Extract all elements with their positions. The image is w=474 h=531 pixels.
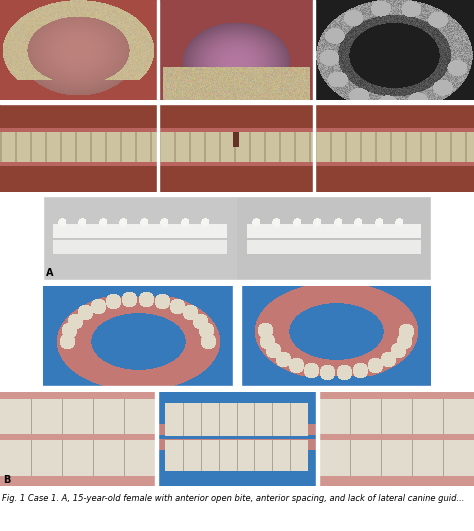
Bar [431,194,474,282]
Bar [313,0,315,100]
Bar [157,102,159,192]
Text: A: A [46,268,54,278]
Bar [0,102,474,104]
Bar [155,390,158,488]
Bar [0,390,474,488]
Bar [0,386,474,388]
Bar [316,390,319,488]
Text: Fig. 1 Case 1. A, 15-year-old female with anterior open bite, anterior spacing, : Fig. 1 Case 1. A, 15-year-old female wit… [2,494,465,503]
Text: B: B [3,475,10,485]
Bar [0,194,43,282]
Bar [157,0,159,100]
Bar [0,194,474,196]
Bar [0,284,474,388]
Bar [233,284,241,388]
Bar [313,102,315,192]
Bar [0,280,474,282]
